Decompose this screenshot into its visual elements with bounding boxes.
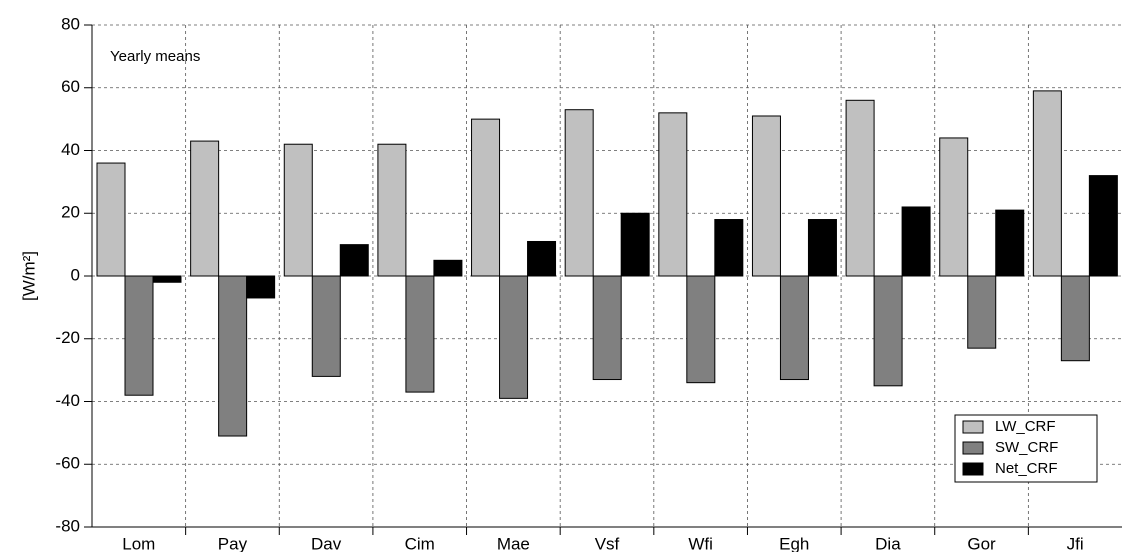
y-tick-label: -20 — [55, 328, 80, 347]
x-tick-label: Dia — [875, 534, 901, 552]
bar — [901, 206, 931, 277]
bar — [1060, 275, 1090, 362]
bar — [967, 275, 997, 349]
y-tick-label: -60 — [55, 454, 80, 473]
legend-label: Net_CRF — [995, 460, 1058, 477]
bar — [1032, 90, 1062, 277]
bar — [246, 275, 276, 299]
bar — [339, 244, 369, 277]
y-tick-label: 0 — [71, 265, 80, 284]
legend-label: SW_CRF — [995, 439, 1058, 456]
x-tick-label: Pay — [218, 534, 248, 552]
bar — [714, 219, 744, 277]
y-tick-label: 60 — [61, 77, 80, 96]
bar — [152, 275, 182, 283]
bar — [845, 99, 875, 277]
x-tick-label: Lom — [122, 534, 155, 552]
y-tick-label: 80 — [61, 14, 80, 33]
bar — [190, 140, 220, 277]
bar — [311, 275, 341, 377]
bar — [433, 259, 463, 277]
bar — [96, 162, 126, 277]
bar — [995, 209, 1025, 277]
legend-label: LW_CRF — [995, 418, 1056, 435]
x-tick-label: Dav — [311, 534, 342, 552]
x-tick-label: Egh — [779, 534, 809, 552]
y-tick-label: -80 — [55, 516, 80, 535]
bar — [377, 143, 407, 277]
bar — [499, 275, 529, 399]
bar — [405, 275, 435, 393]
bar — [283, 143, 313, 277]
bar — [939, 137, 969, 277]
bar — [564, 109, 594, 277]
y-tick-label: -40 — [55, 391, 80, 410]
bar — [807, 219, 837, 277]
x-tick-label: Vsf — [595, 534, 620, 552]
legend-swatch — [962, 441, 984, 455]
y-tick-label: 20 — [61, 203, 80, 222]
x-tick-label: Jfi — [1067, 534, 1084, 552]
bar — [751, 115, 781, 277]
y-axis-label: [W/m²] — [19, 251, 38, 301]
x-tick-label: Gor — [967, 534, 996, 552]
bar — [658, 112, 688, 277]
bar — [592, 275, 622, 381]
y-tick-label: 40 — [61, 140, 80, 159]
bar — [779, 275, 809, 381]
bar — [124, 275, 154, 396]
x-tick-label: Mae — [497, 534, 530, 552]
x-tick-label: Cim — [405, 534, 435, 552]
bar — [1088, 175, 1118, 277]
bar — [527, 240, 557, 277]
bar — [686, 275, 716, 384]
bar — [873, 275, 903, 387]
legend-swatch — [962, 462, 984, 476]
x-tick-label: Wfi — [688, 534, 713, 552]
legend-swatch — [962, 420, 984, 434]
bar — [471, 118, 501, 277]
bar — [218, 275, 248, 437]
bar — [620, 212, 650, 277]
annotation: Yearly means — [110, 48, 200, 65]
